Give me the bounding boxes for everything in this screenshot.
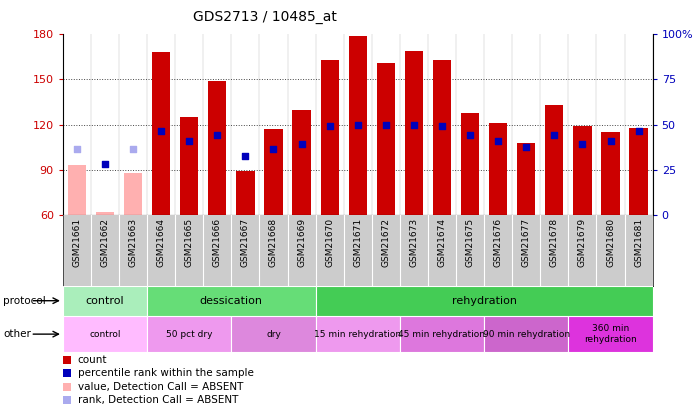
Text: GSM21673: GSM21673: [410, 218, 418, 267]
Text: GSM21674: GSM21674: [438, 218, 447, 267]
Text: GSM21661: GSM21661: [73, 218, 82, 267]
Text: control: control: [86, 296, 124, 306]
Bar: [630, 128, 648, 215]
Bar: [180, 117, 198, 215]
Point: [633, 127, 644, 134]
Text: GSM21668: GSM21668: [269, 218, 278, 267]
Bar: [545, 105, 563, 215]
Point: [184, 138, 195, 144]
Text: GSM21676: GSM21676: [493, 218, 503, 267]
Text: GSM21663: GSM21663: [128, 218, 138, 267]
Text: rank, Detection Call = ABSENT: rank, Detection Call = ABSENT: [77, 395, 238, 405]
Bar: [147, 286, 315, 316]
Bar: [377, 63, 395, 215]
Point: [521, 144, 532, 150]
Point: [464, 132, 475, 138]
Point: [436, 123, 447, 129]
Bar: [63, 316, 147, 352]
Point: [577, 141, 588, 147]
Text: GSM21677: GSM21677: [521, 218, 530, 267]
Point: [240, 153, 251, 159]
Point: [71, 145, 82, 152]
Text: 15 min rehydration: 15 min rehydration: [314, 330, 401, 339]
Text: control: control: [89, 330, 121, 339]
Bar: [147, 316, 231, 352]
Point: [99, 160, 110, 167]
Bar: [152, 52, 170, 215]
Bar: [489, 123, 507, 215]
Point: [273, 208, 284, 214]
Text: GSM21670: GSM21670: [325, 218, 334, 267]
Text: GSM21679: GSM21679: [578, 218, 587, 267]
Text: GSM21664: GSM21664: [156, 218, 165, 267]
Text: other: other: [3, 329, 31, 339]
Bar: [315, 286, 653, 316]
Bar: [320, 60, 339, 215]
Bar: [124, 173, 142, 215]
Point: [273, 88, 284, 95]
Text: GSM21665: GSM21665: [185, 218, 194, 267]
Text: dry: dry: [266, 330, 281, 339]
Point: [493, 138, 504, 144]
Text: GSM21671: GSM21671: [353, 218, 362, 267]
Bar: [461, 113, 480, 215]
Text: GSM21675: GSM21675: [466, 218, 475, 267]
Bar: [400, 316, 484, 352]
Bar: [68, 165, 86, 215]
Text: GSM21667: GSM21667: [241, 218, 250, 267]
Point: [128, 145, 139, 152]
Bar: [315, 316, 400, 352]
Point: [380, 122, 392, 128]
Text: protocol: protocol: [3, 296, 46, 306]
Point: [296, 141, 307, 147]
Text: GSM21672: GSM21672: [381, 218, 390, 267]
Text: GSM21669: GSM21669: [297, 218, 306, 267]
Text: GDS2713 / 10485_at: GDS2713 / 10485_at: [193, 10, 337, 24]
Bar: [348, 36, 367, 215]
Text: GSM21666: GSM21666: [213, 218, 222, 267]
Text: dessication: dessication: [200, 296, 263, 306]
Bar: [405, 51, 423, 215]
Point: [324, 123, 335, 129]
Text: 360 min
rehydration: 360 min rehydration: [584, 324, 637, 344]
Text: rehydration: rehydration: [452, 296, 517, 306]
Bar: [433, 60, 451, 215]
Text: GSM21662: GSM21662: [101, 218, 110, 267]
Bar: [236, 171, 255, 215]
Text: GSM21678: GSM21678: [550, 218, 559, 267]
Text: percentile rank within the sample: percentile rank within the sample: [77, 369, 253, 378]
Text: 50 pct dry: 50 pct dry: [166, 330, 212, 339]
Bar: [208, 81, 226, 215]
Bar: [231, 316, 315, 352]
Text: count: count: [77, 355, 107, 365]
Text: 45 min rehydration: 45 min rehydration: [399, 330, 486, 339]
Point: [549, 132, 560, 138]
Bar: [602, 132, 620, 215]
Point: [156, 127, 167, 134]
Bar: [568, 316, 653, 352]
Bar: [63, 286, 147, 316]
Text: value, Detection Call = ABSENT: value, Detection Call = ABSENT: [77, 382, 243, 392]
Point: [273, 328, 284, 334]
Point: [408, 122, 419, 128]
Text: GSM21680: GSM21680: [606, 218, 615, 267]
Bar: [484, 316, 568, 352]
Text: 90 min rehydration: 90 min rehydration: [483, 330, 570, 339]
Point: [211, 132, 223, 138]
Bar: [96, 212, 114, 215]
Point: [268, 145, 279, 152]
Bar: [573, 126, 591, 215]
Bar: [265, 129, 283, 215]
Text: GSM21681: GSM21681: [634, 218, 643, 267]
Bar: [517, 143, 535, 215]
Point: [605, 138, 616, 144]
Bar: [292, 109, 311, 215]
Point: [352, 122, 363, 128]
